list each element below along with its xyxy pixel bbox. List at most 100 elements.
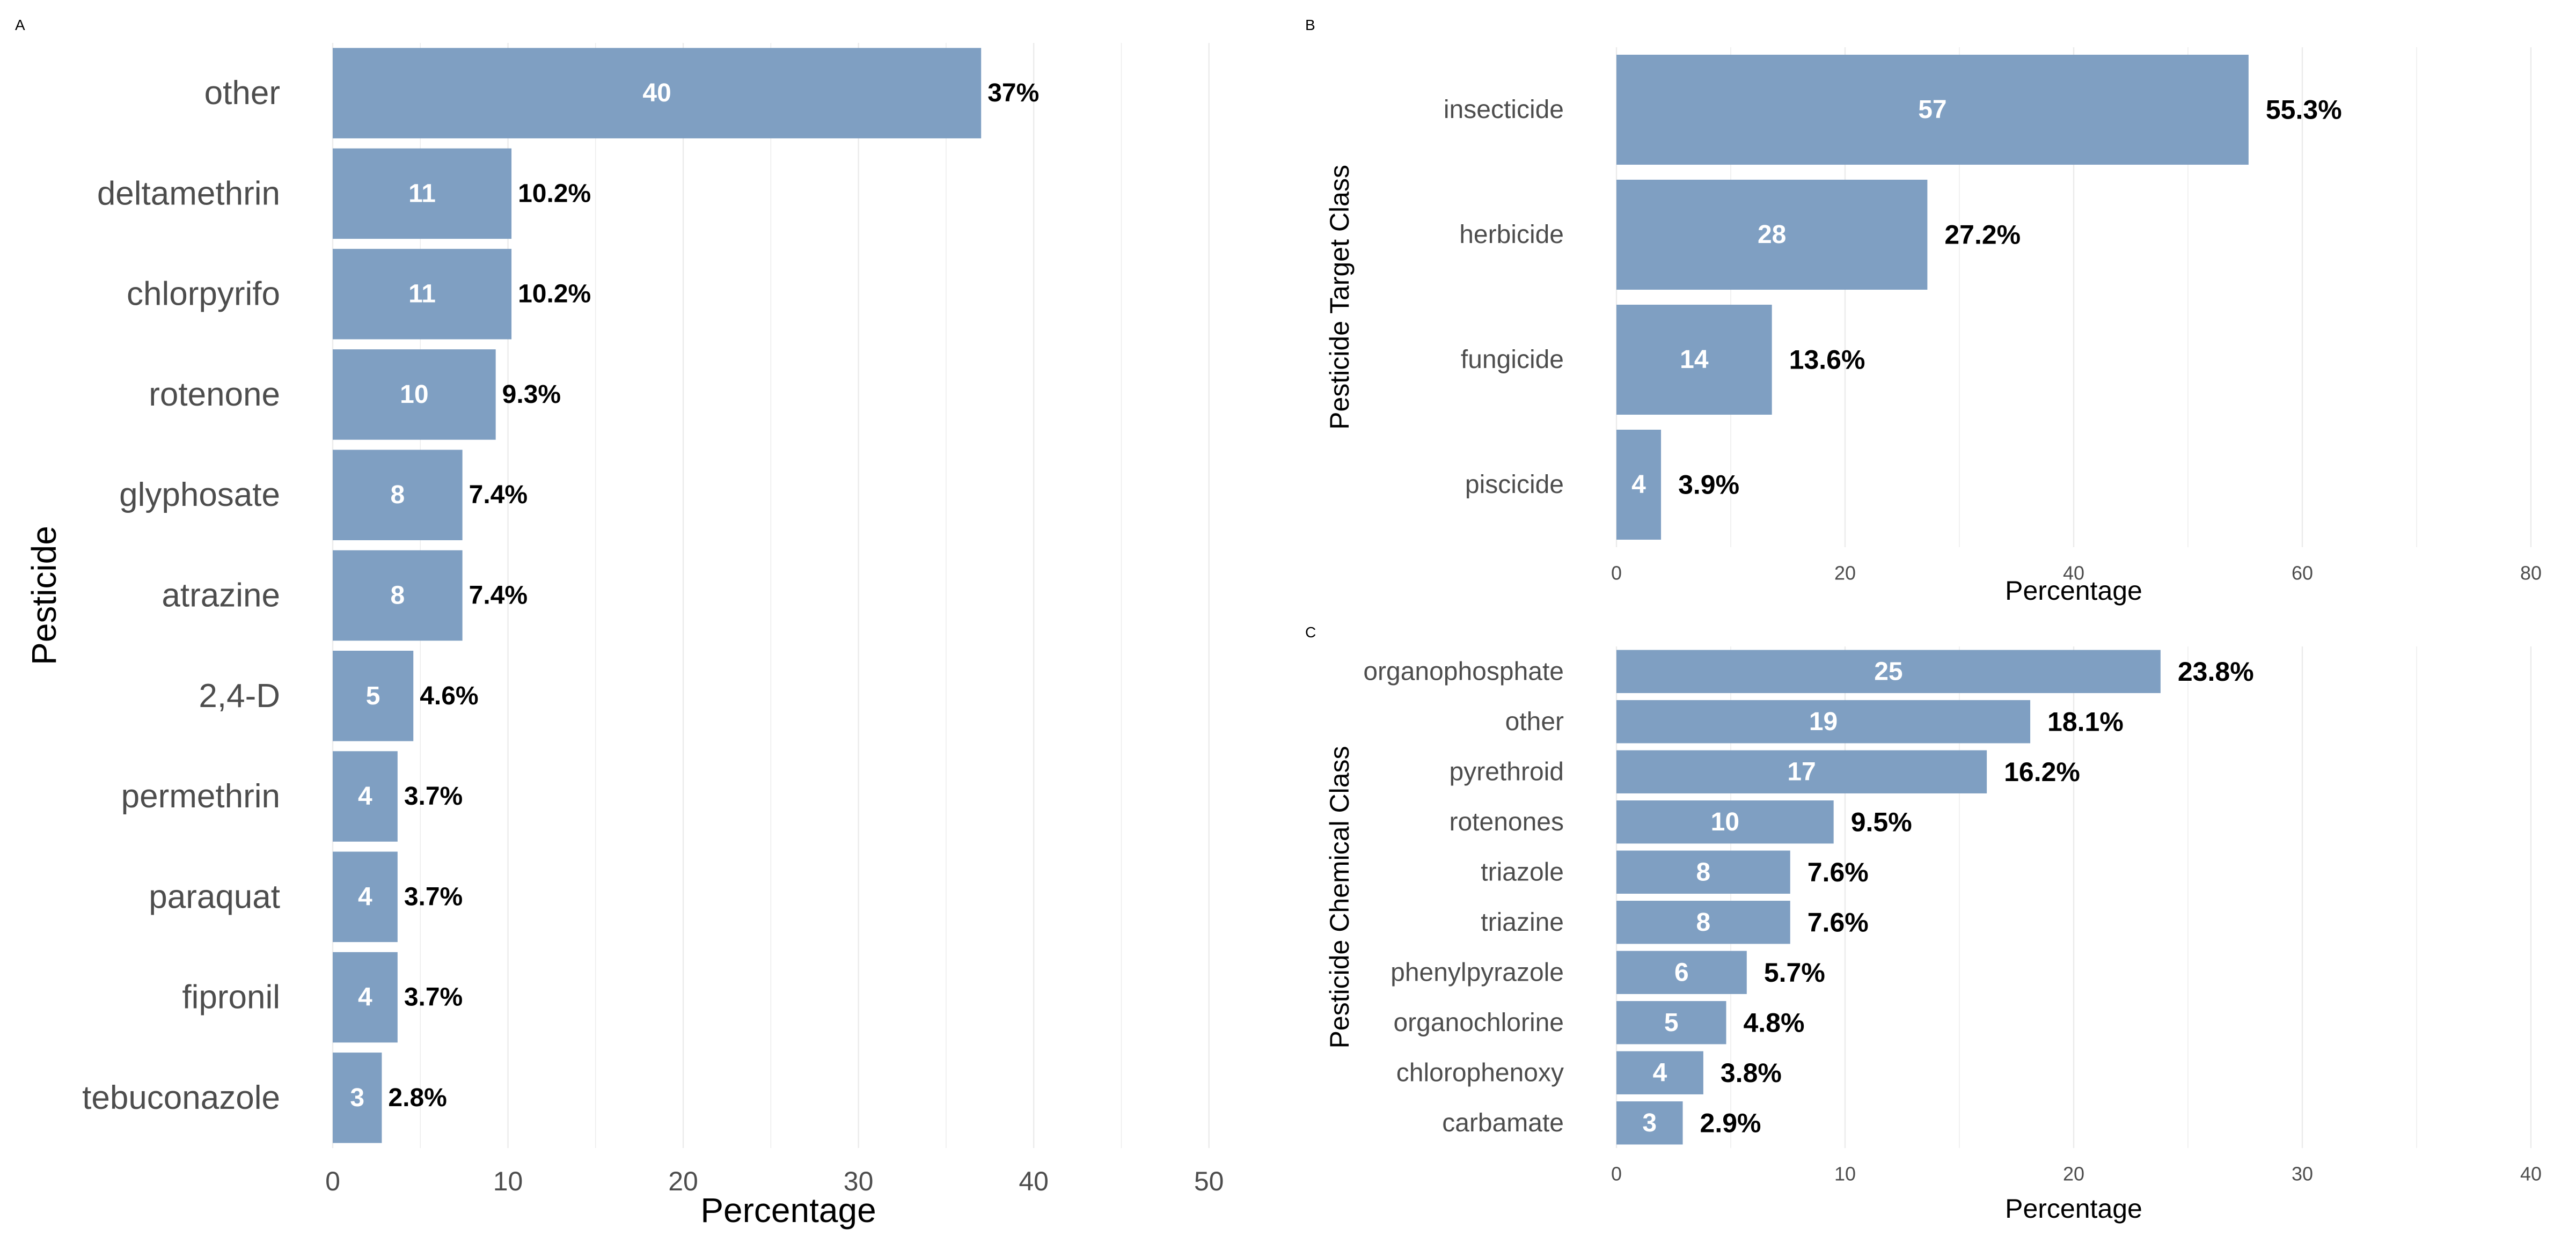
bar-percentage-label: 13.6% (1789, 345, 1865, 375)
x-axis-title: Percentage (2005, 1194, 2142, 1224)
bar-count-label: 8 (1696, 858, 1711, 886)
bar-count-label: 17 (1787, 757, 1816, 786)
bar-2-4-d (333, 651, 414, 741)
bar-organochlorine (1616, 1001, 1726, 1044)
panel-tag: C (1305, 624, 1316, 641)
bar-carbamate (1616, 1101, 1683, 1145)
bar-insecticide (1616, 54, 2249, 165)
bar-triazine (1616, 901, 1790, 944)
x-tick-label: 0 (325, 1166, 340, 1196)
category-label: paraquat (149, 878, 280, 915)
x-axis-title: Percentage (700, 1191, 876, 1230)
category-label: carbamate (1442, 1109, 1564, 1137)
bar-percentage-label: 2.9% (1700, 1108, 1761, 1138)
bar-count-label: 57 (1918, 95, 1946, 124)
bar-count-label: 4 (358, 983, 372, 1012)
bar-fungicide (1616, 304, 1772, 415)
x-tick-label: 30 (844, 1166, 874, 1196)
bar-rotenone (333, 349, 496, 440)
category-label: phenylpyrazole (1391, 958, 1564, 987)
bar-chlorophenoxy (1616, 1051, 1703, 1094)
category-label: other (1505, 708, 1564, 736)
category-label: fungicide (1461, 345, 1564, 374)
bar-percentage-label: 5.7% (1764, 958, 1825, 988)
bar-count-label: 4 (358, 882, 372, 911)
bar-percentage-label: 3.7% (404, 782, 463, 811)
bar-count-label: 11 (408, 280, 436, 308)
panel-tag: A (15, 17, 25, 33)
y-axis-title: Pesticide (25, 526, 63, 665)
x-axis-title: Percentage (2005, 576, 2142, 606)
category-label: other (204, 75, 280, 112)
bar-fipronil (333, 952, 398, 1043)
bar-herbicide (1616, 179, 1928, 290)
bar-count-label: 4 (1631, 470, 1646, 499)
y-axis-title: Pesticide Target Class (1324, 165, 1355, 430)
bar-percentage-label: 10.2% (518, 179, 591, 208)
bar-percentage-label: 7.6% (1807, 907, 1869, 937)
bar-count-label: 28 (1758, 220, 1786, 249)
category-label: pyrethroid (1450, 757, 1564, 786)
panel-a: other 40 37%deltamethrin 11 10.2%chlorpyrifo… (15, 17, 1224, 1230)
category-label: 2,4-D (199, 678, 280, 715)
bar-pyrethroid (1616, 750, 1987, 793)
bar-deltamethrin (333, 148, 512, 239)
bar-rotenones (1616, 800, 1834, 844)
bar-count-label: 3 (350, 1084, 364, 1112)
x-tick-label: 0 (1611, 1163, 1622, 1185)
category-label: chlorpyrifo (127, 276, 280, 313)
bar-count-label: 8 (1696, 908, 1711, 937)
bar-count-label: 4 (1653, 1058, 1667, 1087)
bar-count-label: 6 (1674, 958, 1689, 987)
x-tick-label: 0 (1611, 562, 1622, 584)
x-tick-label: 40 (2520, 1163, 2542, 1185)
category-label: permethrin (121, 778, 280, 815)
bar-percentage-label: 7.4% (469, 582, 528, 610)
bar-percentage-label: 7.6% (1807, 857, 1869, 887)
category-label: triazole (1481, 858, 1564, 886)
category-label: triazine (1481, 908, 1564, 937)
x-tick-label: 10 (493, 1166, 523, 1196)
bar-triazole (1616, 850, 1790, 894)
bar-tebuconazole (333, 1053, 382, 1143)
category-label: rotenone (149, 376, 280, 413)
bar-percentage-label: 37% (987, 79, 1039, 107)
bar-percentage-label: 27.2% (1944, 220, 2021, 250)
bar-count-label: 14 (1680, 345, 1709, 374)
bar-percentage-label: 3.8% (1721, 1058, 1782, 1088)
panel-b: insecticide 57 55.3% herbicide 28 27.2% fungic… (1305, 17, 2542, 606)
category-label: piscicide (1465, 470, 1564, 499)
bar-count-label: 8 (390, 582, 405, 610)
x-tick-label: 60 (2292, 562, 2313, 584)
bar-count-label: 8 (390, 481, 405, 509)
bar-percentage-label: 23.8% (2178, 657, 2254, 687)
bar-count-label: 10 (400, 380, 428, 409)
x-tick-label: 20 (2063, 1163, 2084, 1185)
bar-percentage-label: 3.7% (404, 983, 463, 1012)
category-label: tebuconazole (82, 1079, 280, 1116)
bar-percentage-label: 3.9% (1678, 470, 1739, 500)
bar-count-label: 5 (1664, 1009, 1679, 1037)
bar-percentage-label: 4.6% (420, 682, 478, 710)
bar-percentage-label: 4.8% (1743, 1007, 1804, 1038)
x-tick-label: 40 (1019, 1166, 1049, 1196)
bar-count-label: 11 (408, 179, 436, 208)
bar-percentage-label: 55.3% (2266, 95, 2342, 125)
category-label: organochlorine (1393, 1009, 1564, 1037)
category-label: fipronil (182, 979, 280, 1016)
bar-percentage-label: 9.5% (1851, 807, 1912, 837)
bar-percentage-label: 18.1% (2047, 707, 2124, 737)
y-axis-title: Pesticide Chemical Class (1324, 746, 1355, 1048)
bar-percentage-label: 10.2% (518, 280, 591, 308)
bar-count-label: 10 (1711, 808, 1739, 836)
bar-permethrin (333, 751, 398, 842)
x-tick-label: 20 (1834, 562, 1856, 584)
category-label: insecticide (1444, 95, 1564, 124)
bar-count-label: 4 (358, 782, 372, 811)
bar-percentage-label: 2.8% (388, 1084, 447, 1112)
bar-percentage-label: 7.4% (469, 481, 528, 509)
panel-c: organophosphate 25 23.8% other 19 18.1% pyreth… (1305, 624, 2542, 1224)
category-label: herbicide (1459, 220, 1564, 249)
bar-phenylpyrazole (1616, 951, 1747, 994)
